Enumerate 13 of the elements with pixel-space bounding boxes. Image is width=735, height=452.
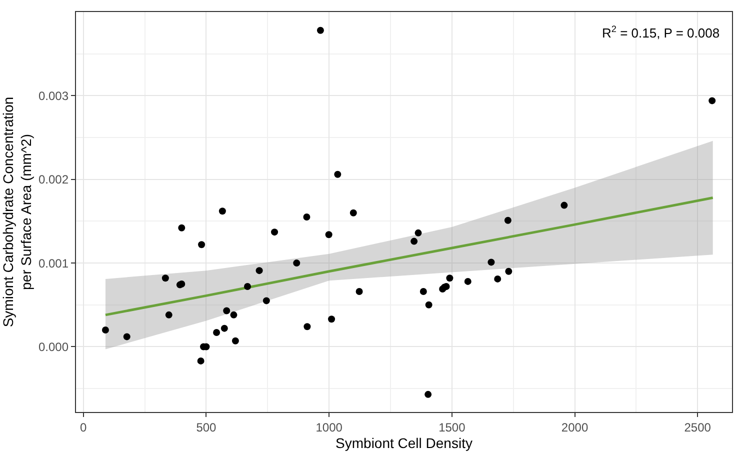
x-tick-label: 1500 <box>438 420 466 434</box>
y-tick-label: 0.001 <box>38 256 69 270</box>
y-axis-title: Symiont Carbohydrate Concentration per Surface Area (mm^2) <box>0 96 34 328</box>
x-tick-label: 1000 <box>316 420 343 434</box>
annotation: R$^{2}$ = 0.15, P = 0.008 <box>602 24 720 40</box>
x-tick-label: 0 <box>80 420 88 434</box>
x-tick-label: 2500 <box>684 420 712 434</box>
x-axis-title: Symbiont Cell Density <box>336 434 472 451</box>
x-tick-label: 2000 <box>561 420 588 434</box>
y-tick-label: 0.002 <box>38 172 69 187</box>
x-tick-label: 500 <box>196 420 217 434</box>
y-tick-label: 0.003 <box>38 88 69 103</box>
y-tick-label: 0.000 <box>38 340 69 354</box>
